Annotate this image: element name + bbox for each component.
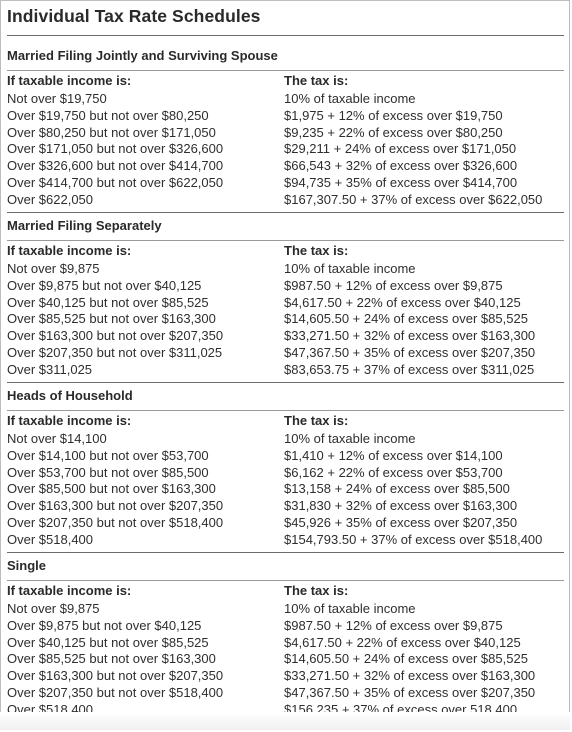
income-bracket-cell: Over $85,500 but not over $163,300	[7, 481, 216, 497]
tax-amount-cell: 10% of taxable income	[284, 91, 416, 106]
income-bracket-cell: Not over $14,100	[7, 431, 107, 446]
tax-amount-cell: $4,617.50 + 22% of excess over $40,125	[284, 294, 521, 310]
income-bracket-cell: Over $326,600 but not over $414,700	[7, 158, 224, 174]
income-bracket-cell: Over $40,125 but not over $85,525	[7, 294, 209, 310]
column-header-taxable-income: If taxable income is:	[7, 243, 132, 258]
income-bracket-cell: Over $207,350 but not over $518,400	[7, 515, 224, 530]
income-bracket-cell: Over $53,700 but not over $85,500	[7, 464, 209, 480]
tax-amount-cell: $14,605.50 + 24% of excess over $85,525	[284, 311, 528, 327]
section-heading: Married Filing Jointly and Surviving Spo…	[7, 48, 278, 63]
income-bracket-cell: Over $207,350 but not over $311,025	[7, 345, 223, 360]
section-bottom-rule	[7, 551, 564, 553]
section-heading: Married Filing Separately	[7, 218, 162, 233]
tax-amount-cell: $13,158 + 24% of excess over $85,500	[284, 481, 510, 497]
tax-amount-cell: $154,793.50 + 37% of excess over $518,40…	[284, 531, 543, 547]
section-divider	[7, 410, 564, 411]
tax-amount-cell: $66,543 + 32% of excess over $326,600	[284, 158, 518, 174]
column-header-taxable-income: If taxable income is:	[7, 73, 132, 88]
income-bracket-cell: Over $622,050	[7, 191, 94, 207]
tax-amount-cell: $987.50 + 12% of excess over $9,875	[284, 617, 503, 633]
tax-amount-cell: $1,410 + 12% of excess over $14,100	[284, 447, 503, 463]
income-bracket-cell: Over $518,400	[7, 531, 94, 547]
income-bracket-cell: Over $85,525 but not over $163,300	[7, 311, 216, 327]
column-header-tax: The tax is:	[284, 583, 349, 598]
section-heading: Single	[7, 558, 47, 573]
tax-amount-cell: $83,653.75 + 37% of excess over $311,025	[284, 361, 535, 377]
tax-amount-cell: 10% of taxable income	[284, 431, 416, 446]
income-bracket-cell: Over $163,300 but not over $207,350	[7, 328, 224, 344]
section-divider	[7, 70, 564, 71]
income-bracket-cell: Not over $19,750	[7, 91, 107, 106]
tax-amount-cell: $45,926 + 35% of excess over $207,350	[284, 515, 518, 530]
income-bracket-cell: Over $80,250 but not over $171,050	[7, 124, 216, 140]
tax-amount-cell: $167,307.50 + 37% of excess over $622,05…	[284, 191, 543, 207]
section-bottom-rule	[7, 211, 564, 213]
tax-amount-cell: $31,830 + 32% of excess over $163,300	[284, 498, 518, 514]
tax-amount-cell: $47,367.50 + 35% of excess over $207,350	[284, 685, 536, 700]
column-header-tax: The tax is:	[284, 243, 349, 258]
tax-amount-cell: $14,605.50 + 24% of excess over $85,525	[284, 651, 528, 667]
tax-amount-cell: $4,617.50 + 22% of excess over $40,125	[284, 634, 521, 650]
section-divider	[7, 240, 564, 241]
income-bracket-cell: Over $163,300 but not over $207,350	[7, 498, 224, 514]
income-bracket-cell: Over $85,525 but not over $163,300	[7, 651, 216, 667]
income-bracket-cell: Over $414,700 but not over $622,050	[7, 175, 224, 190]
page-title: Individual Tax Rate Schedules	[7, 6, 261, 26]
tax-amount-cell: $94,735 + 35% of excess over $414,700	[284, 175, 518, 190]
column-header-tax: The tax is:	[284, 413, 349, 428]
income-bracket-cell: Not over $9,875	[7, 601, 100, 616]
section-divider	[7, 580, 564, 581]
income-bracket-cell: Over $163,300 but not over $207,350	[7, 668, 224, 684]
section-heading: Heads of Household	[7, 388, 133, 403]
income-bracket-cell: Over $311,025	[7, 361, 93, 377]
tax-amount-cell: $987.50 + 12% of excess over $9,875	[284, 277, 503, 293]
income-bracket-cell: Over $171,050 but not over $326,600	[7, 141, 224, 157]
tax-amount-cell: $29,211 + 24% of excess over $171,050	[284, 141, 517, 157]
income-bracket-cell: Over $9,875 but not over $40,125	[7, 617, 202, 633]
tax-amount-cell: $33,271.50 + 32% of excess over $163,300	[284, 328, 536, 344]
tax-amount-cell: $1,975 + 12% of excess over $19,750	[284, 107, 503, 123]
income-bracket-cell: Over $19,750 but not over $80,250	[7, 107, 209, 123]
bottom-edge-shadow	[0, 712, 570, 730]
income-bracket-cell: Over $207,350 but not over $518,400	[7, 685, 224, 700]
income-bracket-cell: Over $40,125 but not over $85,525	[7, 634, 209, 650]
tax-amount-cell: $33,271.50 + 32% of excess over $163,300	[284, 668, 536, 684]
tax-amount-cell: $6,162 + 22% of excess over $53,700	[284, 464, 503, 480]
section-bottom-rule	[7, 381, 564, 383]
tax-amount-cell: 10% of taxable income	[284, 601, 416, 616]
income-bracket-cell: Over $9,875 but not over $40,125	[7, 277, 202, 293]
column-header-taxable-income: If taxable income is:	[7, 413, 132, 428]
tax-amount-cell: $47,367.50 + 35% of excess over $207,350	[284, 345, 536, 360]
income-bracket-cell: Over $14,100 but not over $53,700	[7, 447, 209, 463]
income-bracket-cell: Not over $9,875	[7, 261, 100, 276]
tax-amount-cell: 10% of taxable income	[284, 261, 416, 276]
title-rule	[7, 35, 564, 36]
column-header-taxable-income: If taxable income is:	[7, 583, 132, 598]
column-header-tax: The tax is:	[284, 73, 349, 88]
tax-amount-cell: $9,235 + 22% of excess over $80,250	[284, 124, 503, 140]
